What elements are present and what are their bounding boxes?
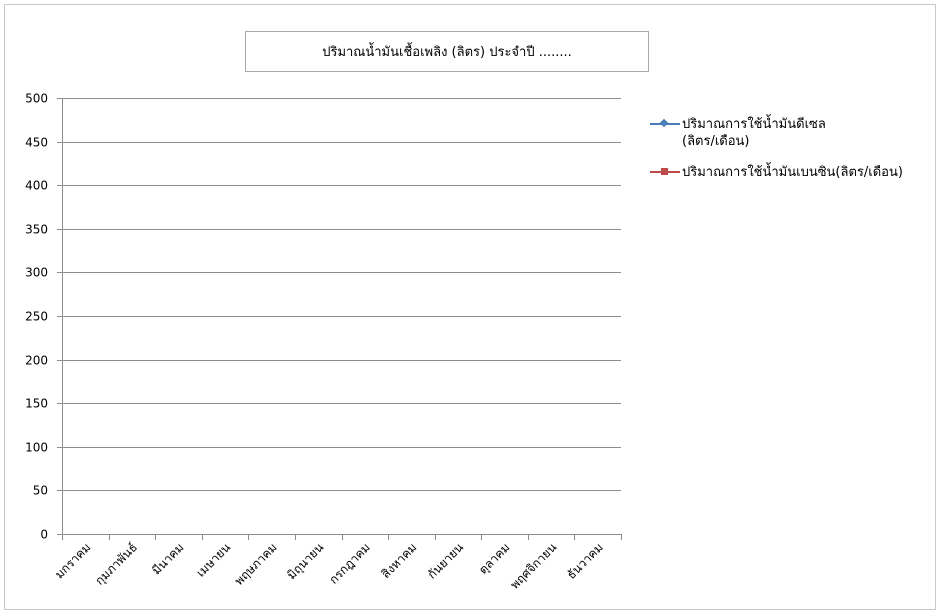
- x-tick-label: กุมภาพันธ์: [92, 540, 140, 588]
- legend[interactable]: ปริมาณการใช้น้ำมันดีเซล (ลิตร/เดือน) ปริ…: [650, 116, 936, 195]
- chart-title-text: ปริมาณน้ำมันเชื้อเพลิง (ลิตร) ประจำปี ..…: [322, 45, 572, 60]
- legend-label-diesel-line2: (ลิตร/เดือน): [682, 134, 750, 149]
- legend-label-benzine: ปริมาณการใช้น้ำมันเบนซิน(ลิตร/เดือน): [682, 165, 903, 180]
- y-tick-label: 100: [25, 441, 48, 455]
- chart-frame: [4, 4, 936, 610]
- y-tick-label: 400: [25, 179, 48, 193]
- x-tick-label: สิงหาคม: [379, 540, 420, 581]
- legend-swatch-diesel: [650, 116, 680, 132]
- x-tick-label: พฤษภาคม: [232, 540, 280, 588]
- x-tick-label: มิถุนายน: [284, 540, 327, 583]
- y-tick-label: 350: [25, 223, 48, 237]
- y-tick-label: 250: [25, 310, 48, 324]
- x-tick-label: ธันวาคม: [564, 540, 606, 582]
- chart-title[interactable]: ปริมาณน้ำมันเชื้อเพลิง (ลิตร) ประจำปี ..…: [245, 31, 649, 72]
- y-tick-label: 50: [33, 484, 48, 498]
- x-tick-label: กรกฎาคม: [326, 540, 372, 586]
- x-tick-label: เมษายน: [194, 540, 234, 580]
- legend-item-diesel[interactable]: ปริมาณการใช้น้ำมันดีเซล (ลิตร/เดือน): [650, 116, 936, 150]
- legend-label-diesel-line1: ปริมาณการใช้น้ำมันดีเซล: [682, 117, 826, 132]
- y-tick-label: 0: [40, 528, 48, 542]
- x-tick-label: กันยายน: [425, 540, 466, 581]
- x-tick-label: พฤศจิกายน: [508, 540, 560, 592]
- x-tick-label: มีนาคม: [149, 540, 186, 577]
- y-tick-label: 300: [25, 266, 48, 280]
- legend-swatch-benzine: [650, 164, 680, 180]
- x-tick-label: ตุลาคม: [476, 540, 513, 577]
- y-tick-label: 150: [25, 397, 48, 411]
- y-tick-label: 450: [25, 136, 48, 150]
- y-tick-label: 200: [25, 354, 48, 368]
- legend-item-benzine[interactable]: ปริมาณการใช้น้ำมันเบนซิน(ลิตร/เดือน): [650, 164, 936, 181]
- x-tick-label: มกราคม: [52, 540, 93, 581]
- y-tick-label: 500: [25, 92, 48, 106]
